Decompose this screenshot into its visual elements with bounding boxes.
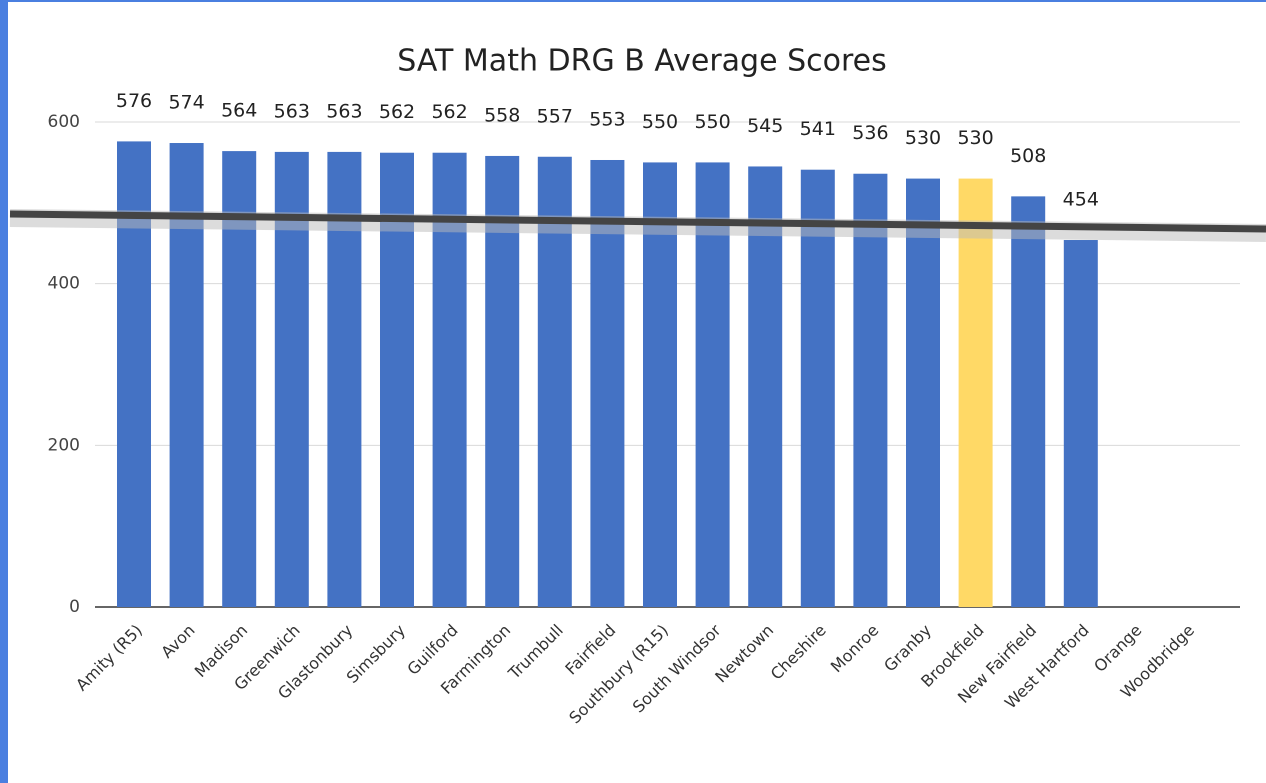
data-label: 563	[326, 100, 362, 122]
y-tick-label: 0	[69, 597, 80, 617]
top-border	[0, 0, 1266, 2]
data-label: 508	[1010, 145, 1046, 167]
bar	[906, 178, 940, 608]
data-label: 536	[852, 122, 888, 144]
chart-title: SAT Math DRG B Average Scores	[397, 44, 886, 79]
data-label: 553	[589, 108, 625, 130]
data-label: 558	[484, 104, 520, 126]
data-label: 576	[116, 90, 152, 112]
data-label: 541	[800, 118, 836, 140]
data-label: 530	[957, 127, 993, 149]
data-label: 564	[221, 100, 257, 122]
bar	[1063, 240, 1098, 607]
data-label: 562	[431, 101, 467, 123]
overlay-stroke	[9, 210, 1266, 233]
bar	[800, 169, 835, 608]
data-label: 530	[905, 127, 941, 149]
bar	[695, 162, 730, 607]
left-border	[0, 0, 8, 783]
bar	[958, 178, 993, 608]
bar	[748, 166, 783, 608]
overlay-shadow	[9, 209, 1266, 242]
data-label: 545	[747, 115, 783, 137]
data-label: 574	[168, 92, 204, 114]
data-label: 562	[379, 101, 415, 123]
y-tick-label: 600	[48, 112, 80, 132]
data-label: 557	[537, 105, 573, 127]
data-label: 550	[642, 111, 678, 133]
bar	[643, 162, 677, 607]
bar	[853, 173, 888, 607]
y-tick-label: 400	[48, 274, 80, 294]
data-label: 550	[694, 111, 730, 133]
bar	[590, 159, 625, 607]
overlay-line	[9, 209, 1266, 242]
data-label: 563	[274, 100, 310, 122]
data-label: 454	[1063, 189, 1099, 211]
y-tick-label: 200	[48, 435, 80, 455]
bar	[1011, 196, 1046, 607]
